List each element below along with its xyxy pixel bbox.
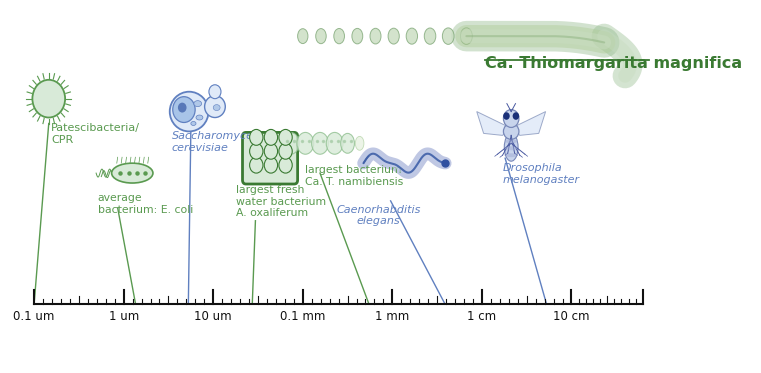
Ellipse shape [334, 28, 345, 44]
FancyBboxPatch shape [243, 132, 298, 184]
Text: Ca. Thiomargarita magnifica: Ca. Thiomargarita magnifica [486, 56, 743, 71]
Ellipse shape [425, 28, 436, 44]
Text: Caenorhabditis
elegans: Caenorhabditis elegans [336, 205, 421, 226]
Ellipse shape [264, 143, 278, 159]
Text: largest bacterium
Ca. T. namibiensis: largest bacterium Ca. T. namibiensis [304, 165, 403, 187]
Ellipse shape [505, 134, 518, 161]
Circle shape [173, 97, 195, 122]
Ellipse shape [282, 132, 299, 154]
Ellipse shape [316, 29, 326, 44]
Ellipse shape [297, 132, 314, 154]
Ellipse shape [388, 28, 400, 44]
Ellipse shape [250, 129, 263, 145]
Ellipse shape [460, 28, 473, 44]
Ellipse shape [406, 28, 418, 44]
Circle shape [504, 110, 519, 128]
Text: Saccharomyces
cerevisiae: Saccharomyces cerevisiae [172, 131, 260, 153]
Text: Drosophila
melanogaster: Drosophila melanogaster [502, 163, 580, 185]
Ellipse shape [279, 143, 292, 159]
Circle shape [178, 103, 186, 113]
Ellipse shape [194, 101, 202, 107]
Ellipse shape [250, 143, 263, 159]
Circle shape [503, 112, 510, 120]
Text: 1 um: 1 um [109, 310, 139, 323]
Ellipse shape [196, 115, 203, 120]
Polygon shape [513, 112, 546, 135]
Ellipse shape [191, 122, 196, 125]
Ellipse shape [264, 129, 278, 145]
Text: average
bacterium: E. coli: average bacterium: E. coli [98, 193, 193, 214]
Text: 10 um: 10 um [194, 310, 232, 323]
Ellipse shape [170, 92, 209, 131]
Ellipse shape [505, 140, 517, 143]
Polygon shape [476, 112, 509, 135]
Ellipse shape [326, 132, 343, 154]
Ellipse shape [355, 137, 364, 150]
Ellipse shape [279, 129, 292, 145]
Ellipse shape [311, 132, 329, 154]
Ellipse shape [213, 104, 220, 110]
Ellipse shape [352, 28, 363, 44]
Ellipse shape [279, 157, 292, 173]
Ellipse shape [264, 157, 278, 173]
Text: Patescibacteria/
CPR: Patescibacteria/ CPR [51, 123, 140, 145]
Ellipse shape [505, 146, 517, 150]
Circle shape [33, 80, 65, 117]
Text: 10 cm: 10 cm [553, 310, 590, 323]
Ellipse shape [370, 28, 381, 44]
Text: 0.1 um: 0.1 um [14, 310, 55, 323]
Ellipse shape [341, 134, 355, 153]
Text: 0.1 mm: 0.1 mm [280, 310, 326, 323]
Ellipse shape [250, 157, 263, 173]
Ellipse shape [298, 29, 308, 44]
Ellipse shape [505, 153, 517, 157]
Ellipse shape [205, 96, 225, 117]
Circle shape [209, 85, 221, 99]
Ellipse shape [504, 123, 519, 140]
Ellipse shape [112, 163, 153, 183]
Text: largest fresh
water bacterium
A. oxaliferum: largest fresh water bacterium A. oxalife… [236, 185, 326, 218]
Ellipse shape [442, 28, 454, 44]
Text: 1 cm: 1 cm [467, 310, 496, 323]
Text: 1 mm: 1 mm [375, 310, 409, 323]
Circle shape [513, 112, 519, 120]
